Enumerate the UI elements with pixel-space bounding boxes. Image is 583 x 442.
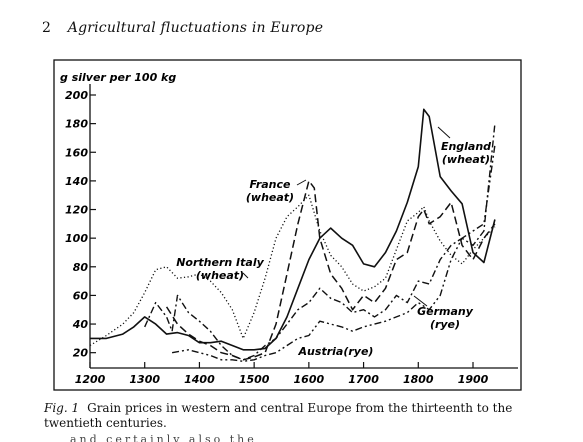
series-leader-1	[437, 126, 451, 139]
y-tick-label-20: 20	[73, 347, 89, 360]
chart-axes: g silver per 100 kg 20 40 60 80 100 120 140 160 1…	[60, 71, 518, 386]
chart-series	[89, 108, 496, 362]
series-line-3	[89, 194, 496, 347]
running-head: 2 Agricultural fluctuations in Europe	[42, 20, 323, 36]
y-tick-label-80: 80	[73, 261, 89, 274]
series-leader-3	[242, 272, 249, 279]
x-tick-label-1400: 1400	[184, 373, 215, 386]
series-label-2-line-1: France	[250, 178, 292, 191]
x-tick-label-1300: 1300	[129, 373, 160, 386]
series-label-3-line-2: (wheat)	[196, 269, 244, 282]
x-tick-label-1900: 1900	[458, 373, 489, 386]
chart-frame	[53, 59, 522, 391]
x-tick-label-1800: 1800	[403, 373, 434, 386]
running-title: Agricultural fluctuations in Europe	[67, 20, 324, 36]
y-axis-label: g silver per 100 kg	[60, 71, 176, 84]
y-tick-label-100: 100	[65, 232, 88, 245]
series-line-4	[144, 123, 496, 361]
chart: g silver per 100 kg 20 40 60 80 100 120 140 160 1…	[53, 59, 522, 391]
series-label-1-line-1: England	[441, 140, 491, 153]
y-tick-label-40: 40	[72, 318, 89, 331]
series-line-2	[165, 180, 496, 361]
series-leader-2	[296, 179, 307, 186]
x-tick-label-1600: 1600	[294, 373, 325, 386]
caption-text: Grain prices in western and central Euro…	[44, 401, 513, 430]
chart-border	[53, 59, 522, 391]
cut-off-text-line: and certainly also the	[70, 433, 257, 442]
series-label-4-line-2: (rye)	[430, 318, 460, 331]
x-tick-label-1500: 1500	[239, 373, 270, 386]
series-line-1	[90, 108, 496, 351]
series-label-4-line-1: Germany	[417, 305, 474, 318]
y-tick-label-60: 60	[73, 289, 89, 302]
series-label-1-line-2: (wheat)	[442, 153, 490, 166]
series-label-5-line-1: Austria(rye)	[298, 345, 374, 358]
chart-series-labels: England(wheat)France(wheat)Northern Ital…	[176, 126, 491, 358]
figure-caption: Fig. 1 Grain prices in western and centra…	[44, 401, 544, 431]
x-tick-label-1700: 1700	[348, 373, 379, 386]
x-tick-label-1200: 1200	[75, 373, 106, 386]
y-tick-label-180: 180	[65, 118, 88, 131]
page-number: 2	[42, 20, 52, 36]
y-tick-label-120: 120	[65, 204, 88, 217]
y-tick-label-160: 160	[65, 146, 88, 159]
y-tick-label-200: 200	[65, 89, 88, 102]
series-label-2-line-2: (wheat)	[246, 191, 294, 204]
y-tick-label-140: 140	[65, 175, 88, 188]
series-leader-4	[413, 295, 428, 307]
series-label-3-line-1: Northern Italy	[176, 256, 264, 269]
caption-label: Fig. 1	[44, 401, 80, 415]
series-line-5	[171, 145, 496, 362]
